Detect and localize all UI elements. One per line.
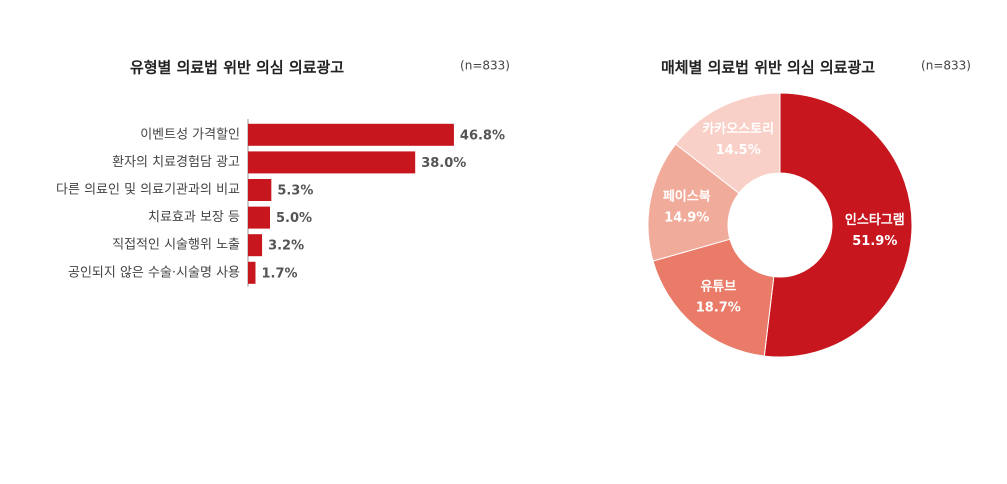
category-label: 다른 의료인 및 의료기관과의 비교 [56, 183, 240, 198]
category-label: 공인되지 않은 수술·시술명 사용 [68, 265, 240, 280]
slice-value: 18.7% [696, 301, 741, 316]
bar [248, 234, 263, 257]
value-label: 46.8% [460, 128, 505, 143]
bar [248, 151, 416, 174]
value-label: 38.0% [421, 156, 466, 171]
category-label: 직접적인 시술행위 노출 [112, 237, 240, 253]
bar [248, 123, 454, 146]
slice-label: 인스타그램 [845, 212, 905, 228]
slice-label: 카카오스토리 [702, 121, 774, 137]
donut-slice [763, 92, 913, 358]
bar [248, 179, 272, 201]
value-label: 5.0% [276, 211, 312, 226]
slice-label: 유튜브 [700, 280, 736, 295]
value-label: 5.3% [277, 184, 313, 199]
category-label: 이벤트성 가격할인 [140, 127, 240, 142]
subtitle: (n=833) [460, 59, 510, 73]
slice-value: 14.9% [664, 210, 709, 225]
bar [248, 206, 270, 229]
category-label: 환자의 치료경험담 광고 [112, 155, 240, 170]
value-label: 1.7% [261, 266, 297, 281]
bar [248, 261, 256, 284]
category-label: 치료효과 보장 등 [148, 210, 240, 225]
slice-value: 51.9% [852, 234, 897, 249]
subtitle: (n=833) [921, 59, 971, 73]
donut-slice [652, 238, 775, 357]
slice-value: 14.5% [716, 143, 761, 158]
chart-title: 매체별 의료법 위반 의심 의료광고 [661, 59, 875, 77]
chart-title: 유형별 의료법 위반 의심 의료광고 [130, 59, 344, 77]
slice-label: 페이스북 [663, 188, 711, 204]
donut-slice [674, 92, 781, 194]
value-label: 3.2% [268, 239, 304, 254]
